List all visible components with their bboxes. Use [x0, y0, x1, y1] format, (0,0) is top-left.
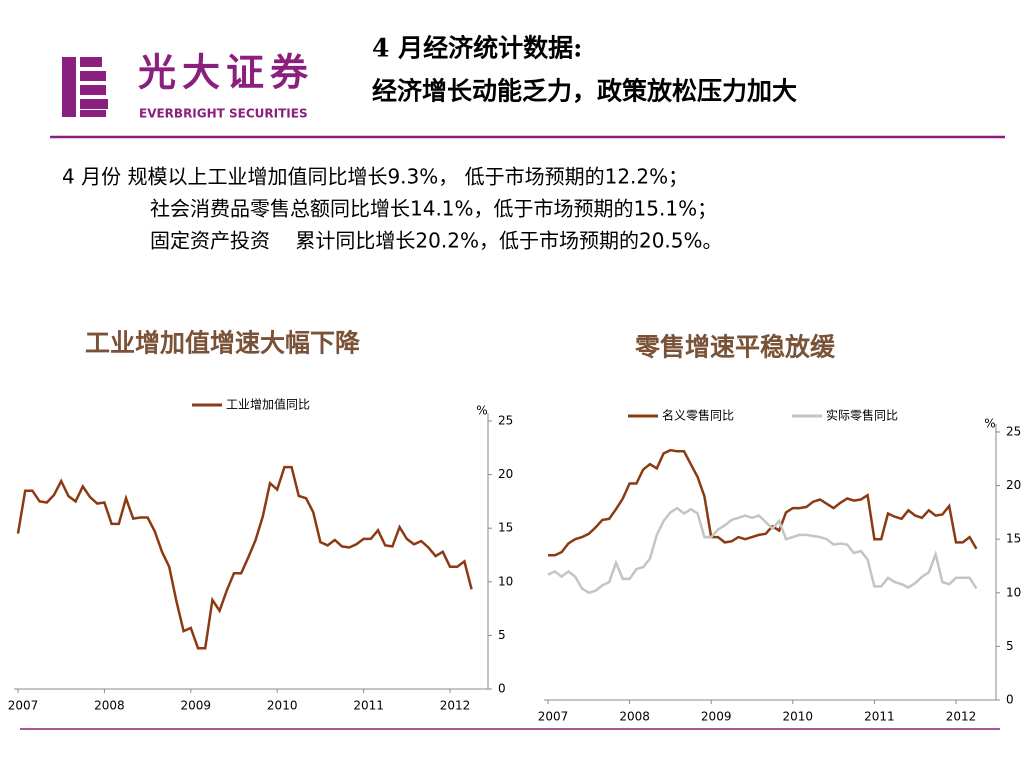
body-line: 固定资产投资 累计同比增长20.2%，低于市场预期的20.5%。 [150, 229, 723, 253]
y-tick-label: 25 [1006, 425, 1021, 439]
y-tick-label: 0 [1006, 693, 1014, 707]
series-line [548, 448, 978, 557]
series-line [547, 506, 978, 595]
y-tick-label: 20 [1006, 478, 1021, 492]
x-tick-label: 2008 [94, 699, 125, 713]
logo-mark [62, 57, 108, 117]
y-tick-label: 25 [498, 414, 513, 428]
logo-en: EVERBRIGHT SECURITIES [139, 107, 308, 121]
y-tick-label: 10 [498, 574, 513, 588]
body-line: 4 月份 规模以上工业增加值同比增长9.3%， 低于市场预期的12.2%； [62, 165, 688, 189]
x-tick-label: 2009 [701, 710, 732, 724]
y-tick-label: 10 [1006, 585, 1021, 599]
x-tick-label: 2011 [864, 710, 895, 724]
y-tick-label: 20 [498, 467, 513, 481]
y-axis-label: % [984, 417, 995, 431]
x-tick-label: 2008 [619, 710, 650, 724]
slide-title: 经济增长动能乏力，政策放松压力加大 [372, 77, 797, 106]
body-line: 社会消费品零售总额同比增长14.1%，低于市场预期的15.1%； [150, 197, 717, 221]
series-line [16, 465, 473, 650]
legend-label: 工业增加值同比 [226, 397, 310, 412]
x-tick-label: 2007 [538, 710, 569, 724]
chart-title: 工业增加值增速大幅下降 [85, 329, 361, 358]
x-tick-label: 2011 [353, 699, 384, 713]
x-tick-label: 2010 [783, 710, 814, 724]
y-tick-label: 5 [1006, 639, 1014, 653]
x-tick-label: 2012 [946, 710, 977, 724]
y-tick-label: 0 [498, 682, 506, 696]
x-tick-label: 2009 [181, 699, 212, 713]
x-tick-label: 2007 [8, 699, 39, 713]
slide-title: 4 月经济统计数据: [372, 34, 582, 63]
y-axis-label: % [476, 404, 487, 418]
logo-cn: 光大证券 [138, 50, 314, 95]
legend-label: 名义零售同比 [662, 408, 734, 423]
chart-title: 零售增速平稳放缓 [634, 333, 836, 362]
y-tick-label: 15 [498, 521, 513, 535]
x-tick-label: 2012 [440, 699, 471, 713]
legend-label: 实际零售同比 [826, 408, 898, 423]
x-tick-label: 2010 [267, 699, 298, 713]
y-tick-label: 15 [1006, 532, 1021, 546]
y-tick-label: 5 [498, 628, 506, 642]
